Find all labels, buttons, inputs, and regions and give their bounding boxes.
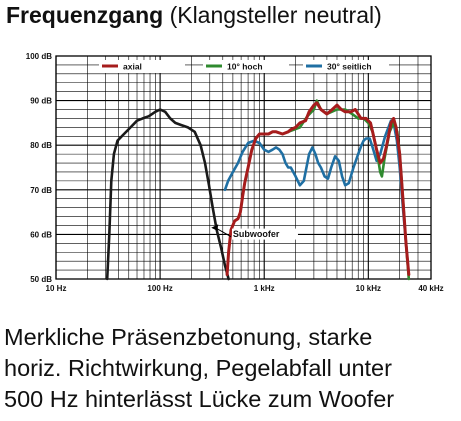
legend-label: 30° seitlich	[327, 62, 372, 72]
annotation-background	[231, 228, 298, 240]
legend-background	[303, 60, 389, 73]
annotation-arrowhead	[211, 224, 219, 231]
chart-subtitle: (Klangsteller neutral)	[169, 2, 382, 28]
y-tick-label: 70 dB	[30, 186, 52, 195]
x-tick-label: 1 kHz	[254, 284, 275, 293]
chart-title: Frequenzgang (Klangsteller neutral)	[6, 2, 382, 29]
series-line-subwoofer	[105, 108, 230, 281]
plot-frame	[55, 55, 432, 280]
chart-title-main: Frequenzgang	[6, 2, 164, 28]
frequency-response-chart: 50 dB 60 dB 70 dB 80 dB 90 dB 100 dB 10 Hz 100 …	[26, 52, 444, 293]
y-tick-label: 90 dB	[30, 97, 52, 106]
caption-line-3: 500 Hz hinterlässt Lücke zum Woofer	[4, 386, 395, 412]
annotation-subwoofer: Subwoofer	[233, 229, 280, 239]
caption-line-2: horiz. Richtwirkung, Pegelabfall unter	[4, 355, 392, 381]
x-tick-label: 40 kHz	[418, 284, 443, 293]
legend-background	[203, 60, 289, 73]
legend-label: axial	[123, 62, 142, 72]
y-tick-label: 80 dB	[30, 141, 52, 150]
x-tick-label: 100 Hz	[147, 284, 172, 293]
legend-label: 10° hoch	[227, 62, 263, 72]
y-tick-label: 60 dB	[30, 230, 52, 239]
series-line-axial	[225, 101, 411, 276]
caption-line-1: Merkliche Präsenzbetonung, starke	[4, 324, 373, 350]
annotation-arrow	[215, 227, 232, 238]
x-tick-label: 10 kHz	[356, 284, 381, 293]
caption: Merkliche Präsenzbetonung, starke horiz.…	[4, 322, 394, 415]
y-tick-label: 100 dB	[26, 52, 52, 61]
legend-background	[99, 60, 185, 73]
x-tick-label: 10 Hz	[46, 284, 67, 293]
y-tick-label: 50 dB	[30, 275, 52, 284]
